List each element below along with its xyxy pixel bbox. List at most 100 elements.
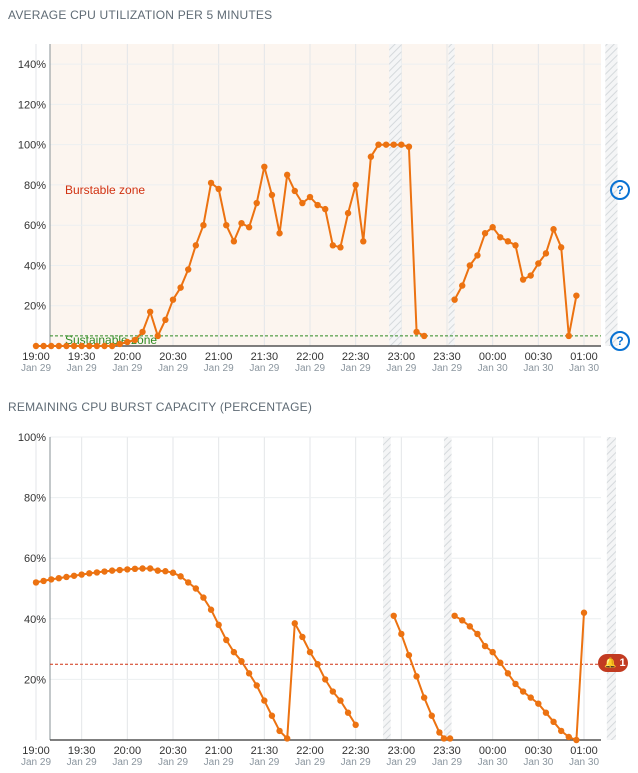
data-point	[207, 179, 215, 187]
data-point	[291, 620, 298, 627]
data-point	[169, 296, 177, 303]
data-point	[108, 567, 116, 574]
x-tick-date: Jan 30	[569, 363, 599, 374]
data-point	[352, 181, 359, 189]
burstable-zone-label: Burstable zone	[65, 183, 145, 197]
data-point	[504, 238, 512, 245]
x-tick-label: 22:30	[342, 351, 370, 363]
data-point	[185, 579, 192, 586]
data-point	[398, 630, 405, 638]
data-point	[261, 697, 268, 704]
data-point	[108, 342, 116, 350]
data-point	[474, 630, 481, 638]
y-tick-label: 100%	[18, 432, 46, 444]
x-tick-date: Jan 29	[204, 757, 234, 768]
x-tick-label: 21:00	[205, 351, 233, 363]
data-point	[420, 332, 428, 340]
data-point	[146, 308, 154, 315]
x-tick-date: Jan 29	[249, 363, 279, 374]
y-tick-label: 80%	[24, 493, 46, 505]
data-point	[230, 648, 238, 656]
x-tick-label: 20:30	[159, 745, 187, 757]
data-point	[223, 222, 230, 229]
data-point	[535, 260, 542, 267]
x-tick-date: Jan 29	[158, 363, 188, 374]
series-line	[36, 143, 425, 347]
data-point	[124, 338, 131, 346]
data-point	[101, 568, 108, 575]
data-point	[580, 609, 588, 616]
x-tick-date: Jan 30	[523, 757, 553, 768]
data-point	[550, 718, 557, 726]
data-point	[177, 573, 184, 580]
data-point	[207, 606, 215, 613]
y-tick-label: 120%	[18, 99, 46, 111]
x-tick-date: Jan 29	[21, 757, 51, 768]
data-point	[413, 328, 420, 336]
x-tick-label: 23:00	[388, 351, 416, 363]
x-tick-label: 22:30	[342, 745, 370, 757]
no-data-region	[606, 437, 616, 740]
data-point	[306, 648, 314, 656]
data-point	[48, 342, 55, 350]
y-tick-label: 40%	[24, 614, 46, 626]
x-tick-date: Jan 30	[523, 363, 553, 374]
x-tick-label: 20:30	[159, 351, 187, 363]
x-tick-label: 23:30	[433, 745, 461, 757]
x-tick-label: 23:00	[388, 745, 416, 757]
x-tick-date: Jan 29	[341, 363, 371, 374]
data-point	[519, 276, 527, 283]
data-point	[238, 219, 245, 227]
data-point	[535, 700, 542, 707]
data-point	[474, 252, 481, 259]
y-tick-label: 140%	[18, 59, 46, 71]
data-point	[512, 680, 519, 688]
data-point	[215, 621, 222, 629]
y-tick-label: 80%	[24, 180, 46, 192]
data-point	[55, 574, 63, 582]
data-point	[542, 250, 550, 257]
data-point	[283, 735, 291, 742]
cpu-utilization-chart-title: AVERAGE CPU UTILIZATION PER 5 MINUTES	[8, 8, 273, 22]
data-point	[466, 623, 474, 630]
x-tick-date: Jan 29	[249, 757, 279, 768]
data-point	[70, 342, 78, 350]
x-tick-label: 21:30	[251, 351, 279, 363]
x-tick-date: Jan 29	[158, 757, 188, 768]
sustainable-zone-help-icon[interactable]: ?	[610, 331, 630, 351]
data-point	[268, 191, 276, 199]
x-tick-label: 01:00	[570, 745, 598, 757]
data-point	[192, 242, 200, 249]
data-point	[40, 577, 47, 585]
data-point	[352, 721, 359, 729]
data-point	[230, 238, 238, 245]
plot-background	[50, 44, 601, 346]
data-point	[436, 729, 443, 736]
x-tick-date: Jan 30	[569, 757, 599, 768]
data-point	[481, 642, 489, 650]
data-point	[398, 141, 405, 148]
x-tick-label: 22:00	[296, 351, 324, 363]
no-data-region	[383, 437, 391, 740]
alarm-badge[interactable]: 🔔 1	[598, 654, 628, 672]
data-point	[329, 242, 337, 249]
data-point	[497, 659, 504, 666]
data-point	[131, 565, 139, 573]
data-point	[299, 633, 306, 641]
data-point	[481, 230, 489, 237]
data-point	[86, 342, 93, 350]
burstable-zone-help-icon[interactable]: ?	[610, 180, 630, 200]
data-point	[238, 658, 245, 665]
data-point	[527, 694, 534, 701]
data-point	[557, 727, 565, 735]
data-point	[322, 676, 329, 683]
data-point	[459, 617, 466, 624]
data-point	[253, 199, 260, 207]
data-point	[344, 709, 352, 716]
data-point	[344, 209, 352, 217]
data-point	[375, 141, 382, 148]
data-point	[413, 673, 420, 680]
x-tick-date: Jan 29	[295, 363, 325, 374]
